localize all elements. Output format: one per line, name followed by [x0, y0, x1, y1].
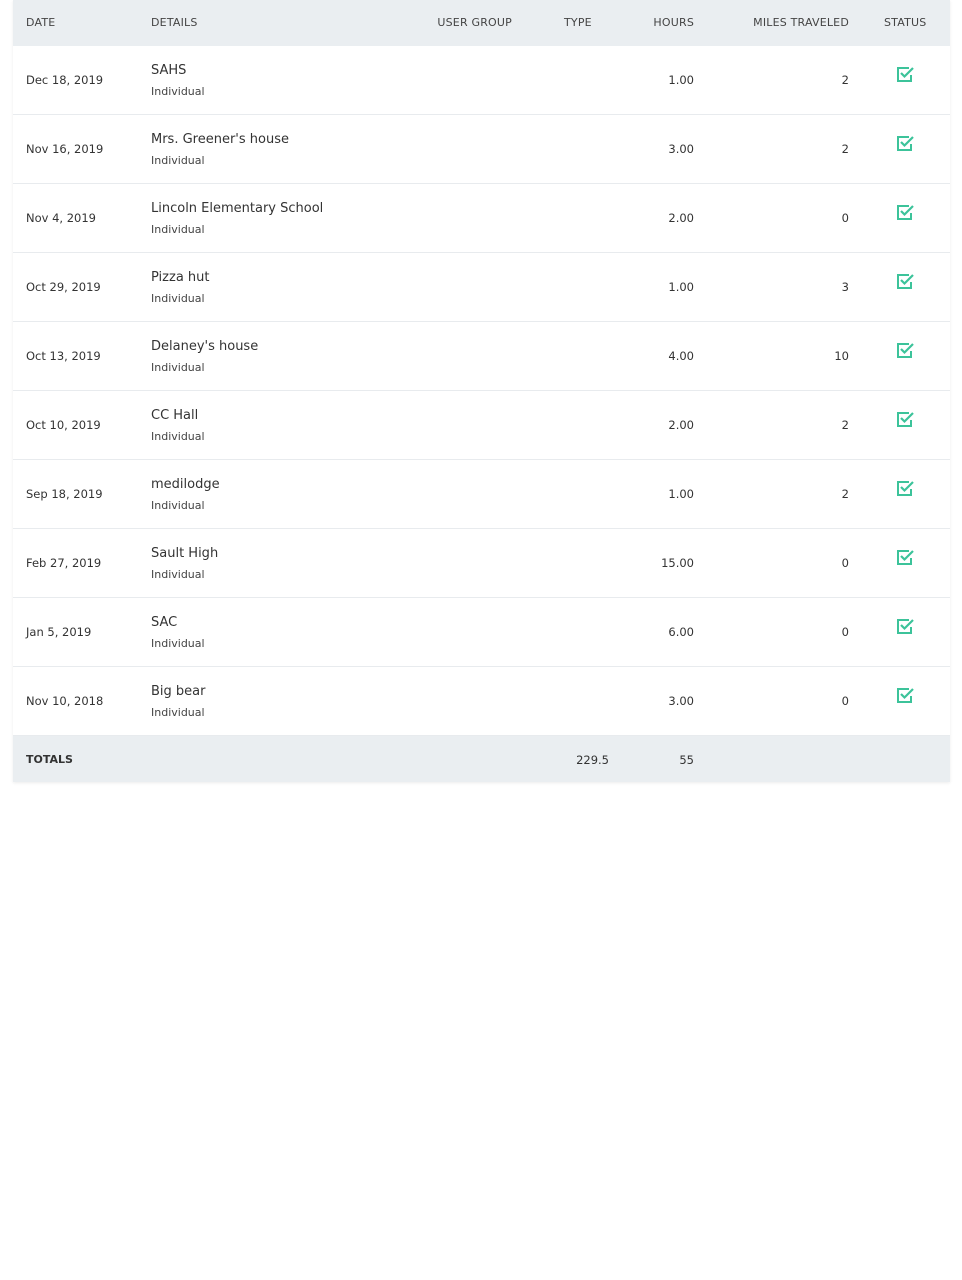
row-miles: 2 [841, 73, 849, 87]
row-miles: 0 [841, 211, 849, 225]
table-row[interactable]: Oct 29, 2019 Pizza hut Individual 1.00 3 [13, 253, 950, 322]
checkbox-checked-icon [896, 480, 914, 501]
checkbox-checked-icon [896, 411, 914, 432]
row-date: Oct 29, 2019 [26, 280, 101, 294]
table-row[interactable]: Jan 5, 2019 SAC Individual 6.00 0 [13, 598, 950, 667]
row-title[interactable]: medilodge [151, 477, 220, 492]
checkbox-checked-icon [896, 549, 914, 570]
checkbox-checked-icon [896, 687, 914, 708]
row-subtitle: Individual [151, 430, 205, 443]
row-title[interactable]: Sault High [151, 546, 219, 561]
header-hours[interactable]: HOURS [653, 16, 694, 29]
header-miles[interactable]: MILES TRAVELED [753, 16, 849, 29]
row-subtitle: Individual [151, 637, 205, 650]
table-header: DATE DETAILS USER GROUP TYPE HOURS MILES… [13, 0, 950, 46]
checkbox-checked-icon [896, 135, 914, 156]
row-hours: 2.00 [668, 418, 694, 432]
table-row[interactable]: Oct 13, 2019 Delaney's house Individual … [13, 322, 950, 391]
table-row[interactable]: Sep 18, 2019 medilodge Individual 1.00 2 [13, 460, 950, 529]
row-subtitle: Individual [151, 154, 205, 167]
checkbox-checked-icon [896, 273, 914, 294]
row-date: Oct 10, 2019 [26, 418, 101, 432]
row-title[interactable]: Delaney's house [151, 339, 259, 354]
totals-label: TOTALS [26, 753, 73, 766]
row-miles: 2 [841, 487, 849, 501]
row-miles: 2 [841, 142, 849, 156]
row-title[interactable]: SAC [151, 615, 178, 630]
row-hours: 6.00 [668, 625, 694, 639]
header-details[interactable]: DETAILS [151, 16, 198, 29]
row-hours: 1.00 [668, 487, 694, 501]
row-hours: 3.00 [668, 694, 694, 708]
row-hours: 2.00 [668, 211, 694, 225]
row-subtitle: Individual [151, 706, 205, 719]
row-date: Nov 10, 2018 [26, 694, 104, 708]
row-subtitle: Individual [151, 568, 205, 581]
row-date: Feb 27, 2019 [26, 556, 102, 570]
volunteer-hours-table: DATE DETAILS USER GROUP TYPE HOURS MILES… [13, 0, 950, 782]
row-subtitle: Individual [151, 292, 205, 305]
row-title[interactable]: Pizza hut [151, 270, 210, 285]
row-subtitle: Individual [151, 85, 205, 98]
header-status[interactable]: STATUS [884, 16, 927, 29]
row-date: Nov 4, 2019 [26, 211, 96, 225]
row-hours: 4.00 [668, 349, 694, 363]
totals-hours: 229.5 [576, 753, 609, 767]
row-title[interactable]: SAHS [151, 63, 187, 78]
table-row[interactable]: Nov 16, 2019 Mrs. Greener's house Indivi… [13, 115, 950, 184]
row-miles: 0 [841, 625, 849, 639]
header-type[interactable]: TYPE [564, 16, 592, 29]
row-subtitle: Individual [151, 499, 205, 512]
table-row[interactable]: Feb 27, 2019 Sault High Individual 15.00… [13, 529, 950, 598]
row-miles: 0 [841, 694, 849, 708]
row-date: Oct 13, 2019 [26, 349, 101, 363]
row-subtitle: Individual [151, 361, 205, 374]
table-row[interactable]: Nov 4, 2019 Lincoln Elementary School In… [13, 184, 950, 253]
row-hours: 1.00 [668, 73, 694, 87]
row-date: Dec 18, 2019 [26, 73, 104, 87]
row-hours: 1.00 [668, 280, 694, 294]
row-date: Jan 5, 2019 [26, 625, 92, 639]
row-title[interactable]: CC Hall [151, 408, 199, 423]
header-user-group[interactable]: USER GROUP [437, 16, 512, 29]
row-date: Nov 16, 2019 [26, 142, 104, 156]
table-row[interactable]: Nov 10, 2018 Big bear Individual 3.00 0 [13, 667, 950, 736]
table-row[interactable]: Dec 18, 2019 SAHS Individual 1.00 2 [13, 46, 950, 115]
row-miles: 3 [841, 280, 849, 294]
checkbox-checked-icon [896, 618, 914, 639]
row-date: Sep 18, 2019 [26, 487, 103, 501]
totals-row: TOTALS 229.5 55 [13, 736, 950, 782]
row-hours: 15.00 [661, 556, 694, 570]
row-miles: 0 [841, 556, 849, 570]
header-date[interactable]: DATE [26, 16, 56, 29]
checkbox-checked-icon [896, 66, 914, 87]
totals-miles: 55 [679, 753, 694, 767]
row-miles: 10 [834, 349, 849, 363]
checkbox-checked-icon [896, 342, 914, 363]
row-subtitle: Individual [151, 223, 205, 236]
row-title[interactable]: Big bear [151, 684, 206, 699]
row-title[interactable]: Lincoln Elementary School [151, 201, 324, 216]
row-hours: 3.00 [668, 142, 694, 156]
row-title[interactable]: Mrs. Greener's house [151, 132, 289, 147]
checkbox-checked-icon [896, 204, 914, 225]
row-miles: 2 [841, 418, 849, 432]
table-row[interactable]: Oct 10, 2019 CC Hall Individual 2.00 2 [13, 391, 950, 460]
